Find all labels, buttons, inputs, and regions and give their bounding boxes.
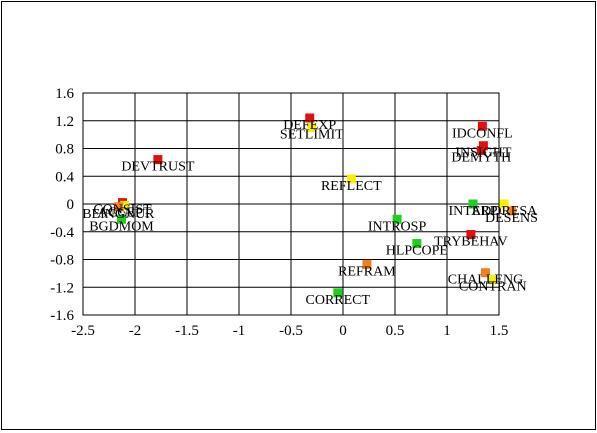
x-tick-label: 1.5: [490, 323, 509, 339]
point-defexp: [305, 113, 315, 123]
point-label-hlpcope: HLPCOPE: [386, 244, 448, 259]
y-tick-label: 0: [67, 197, 75, 213]
point-demyth: [476, 146, 486, 156]
x-tick-label: -2: [129, 323, 142, 339]
point-label-bgdmom: BGDMOM: [89, 219, 154, 234]
x-tick-label: -1.5: [175, 323, 199, 339]
y-tick-label: 0.4: [55, 169, 74, 185]
x-tick-label: -0.5: [279, 323, 303, 339]
y-tick-label: 1.2: [55, 114, 74, 130]
point-correct: [333, 288, 343, 298]
point-desens: [506, 206, 516, 216]
x-tick-label: 0: [339, 323, 347, 339]
point-label-trybehav: TRYBEHAV: [434, 235, 508, 250]
point-label-challeng: CHALLENG: [448, 273, 523, 288]
point-label-correct: CORRECT: [306, 293, 371, 308]
y-tick-label: 1.6: [55, 86, 74, 102]
point-hlpcope: [412, 239, 422, 249]
point-label-beingnur: BEINGNUR: [82, 207, 155, 222]
point-challeng: [480, 268, 490, 278]
point-label-devtrust: DEVTRUST: [121, 160, 195, 175]
point-label-contran: CONTRAN: [459, 280, 527, 295]
y-tick-label: -0.4: [50, 225, 74, 241]
point-label-demyth: DEMYTH: [451, 151, 511, 166]
point-insight: [478, 141, 488, 151]
point-label-addresa: ADDRESA: [471, 204, 538, 219]
y-tick-label: -1.6: [50, 308, 74, 324]
point-bgdmom: [116, 214, 126, 224]
y-tick-label: 0.8: [55, 142, 74, 158]
point-idconfl: [477, 121, 487, 131]
point-label-idconfl: IDCONFL: [452, 126, 513, 141]
point-setlimit: [307, 123, 317, 133]
point-label-introsp: INTROSP: [368, 219, 427, 234]
y-tick-label: -0.8: [50, 253, 74, 269]
point-label-refram: REFRAM: [338, 264, 396, 279]
point-accept: [120, 200, 130, 210]
point-interp: [468, 199, 478, 209]
point-refram: [362, 259, 372, 269]
point-addresa: [499, 199, 509, 209]
point-label-consist: CONSIST: [93, 203, 152, 218]
point-reflect: [346, 174, 356, 184]
point-contran: [488, 275, 498, 285]
x-tick-label: 0.5: [386, 323, 405, 339]
x-tick-label: -2.5: [71, 323, 95, 339]
point-trybehav: [466, 230, 476, 240]
y-tick-label: -1.2: [50, 280, 74, 296]
point-devtrust: [153, 155, 163, 165]
point-label-reflect: REFLECT: [321, 179, 382, 194]
y-axis-ticks: 1.6 1.2 0.8 0.4 0 -0.4 -0.8 -1.2 -1.6: [50, 86, 74, 324]
point-label-desens: DESENS: [485, 211, 538, 226]
point-label-interp: INTERP: [449, 204, 498, 219]
point-label-accept: ACCEPT: [98, 205, 152, 220]
plot-area: [82, 92, 500, 316]
point-beingnur: [113, 202, 123, 212]
point-label-insight: INSIGHT: [455, 146, 511, 161]
x-tick-label: 1: [443, 323, 451, 339]
point-label-defexp: DEFEXP: [283, 118, 336, 133]
x-axis-ticks: -2.5 -2 -1.5 -1 -0.5 0 0.5 1 1.5: [71, 323, 508, 339]
x-tick-label: -1: [233, 323, 246, 339]
data-points: [113, 113, 516, 298]
point-label-setlimit: SETLIMIT: [280, 128, 344, 143]
point-introsp: [392, 214, 402, 224]
